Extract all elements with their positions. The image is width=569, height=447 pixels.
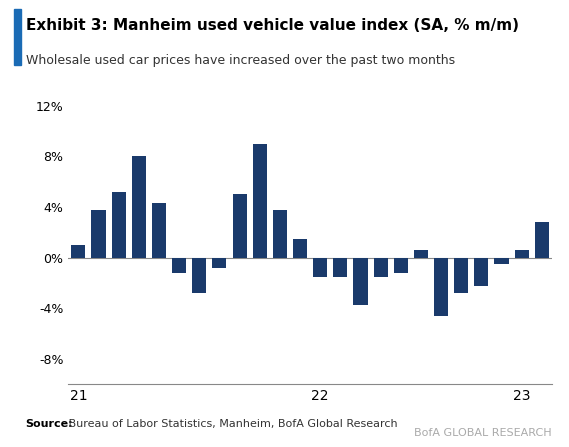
Bar — [353, 258, 368, 305]
Bar — [293, 239, 307, 258]
Text: Exhibit 3: Manheim used vehicle value index (SA, % m/m): Exhibit 3: Manheim used vehicle value in… — [26, 18, 518, 33]
Bar — [454, 258, 468, 293]
Bar — [394, 258, 408, 273]
Text: Wholesale used car prices have increased over the past two months: Wholesale used car prices have increased… — [26, 54, 455, 67]
Bar — [313, 258, 327, 277]
Bar — [333, 258, 348, 277]
Text: Source:: Source: — [26, 419, 73, 429]
Bar — [374, 258, 387, 277]
Bar — [92, 210, 106, 258]
Bar — [112, 192, 126, 258]
Text: Bureau of Labor Statistics, Manheim, BofA Global Research: Bureau of Labor Statistics, Manheim, Bof… — [65, 419, 398, 429]
Bar — [71, 245, 85, 258]
Text: BofA GLOBAL RESEARCH: BofA GLOBAL RESEARCH — [414, 428, 552, 438]
Bar — [192, 258, 207, 293]
Bar — [273, 210, 287, 258]
Bar — [475, 258, 488, 286]
Bar — [253, 144, 267, 258]
Bar — [535, 222, 549, 258]
Bar — [172, 258, 186, 273]
Bar — [132, 156, 146, 258]
Bar — [152, 203, 166, 258]
Bar — [212, 258, 226, 268]
Bar — [434, 258, 448, 316]
Bar — [514, 250, 529, 258]
Bar — [233, 194, 246, 258]
Bar — [414, 250, 428, 258]
Bar — [494, 258, 509, 264]
